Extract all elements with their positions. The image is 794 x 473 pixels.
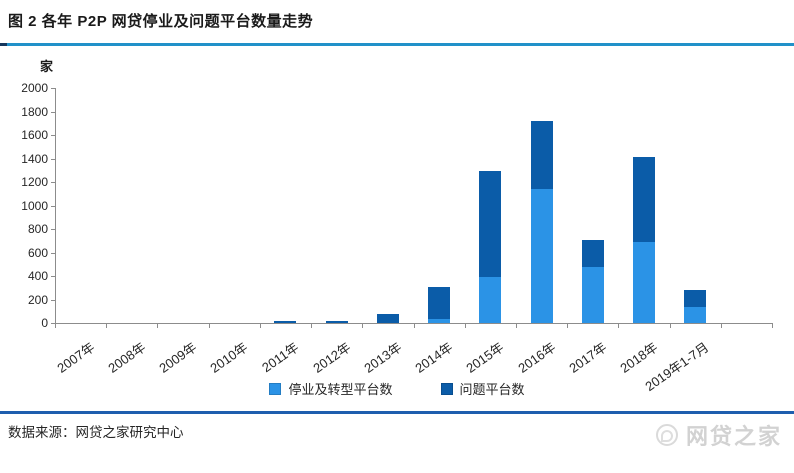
x-axis-tick — [618, 324, 620, 328]
bar-segment-closed-transformed — [684, 306, 707, 323]
title-divider — [0, 43, 794, 46]
y-axis-tick-label: 400 — [27, 269, 48, 283]
y-axis-tick-label: 600 — [27, 245, 48, 260]
watermark: 网贷之家 — [655, 419, 782, 451]
bar-segment-problem — [376, 314, 399, 323]
legend-item-closed-transformed: 停业及转型平台数 — [269, 379, 393, 398]
y-axis-tick — [51, 182, 55, 183]
bar-segment-problem — [684, 290, 707, 307]
y-axis-tick — [51, 252, 55, 254]
watermark-text: 网贷之家 — [685, 424, 782, 449]
bar-segment-problem — [428, 287, 451, 320]
bar-segment-problem — [581, 239, 604, 267]
bar-segment-problem — [632, 157, 655, 242]
figure-title: 图 2 各年 P2P 网贷停业及问题平台数量走势 — [8, 13, 314, 30]
y-axis-tick — [51, 276, 55, 277]
legend-item-problem: 问题平台数 — [440, 379, 525, 398]
bar-segment-problem — [325, 320, 348, 323]
x-axis-tick — [720, 324, 722, 328]
x-axis-tick — [55, 324, 56, 328]
bar-segment-closed-transformed — [581, 266, 604, 323]
y-axis-tick — [51, 135, 55, 136]
x-axis-tick — [259, 324, 261, 328]
y-axis-tick — [51, 299, 55, 301]
y-axis-tick-label: 200 — [27, 292, 48, 307]
chart-legend: 停业及转型平台数 问题平台数 — [0, 379, 794, 398]
y-axis-tick — [51, 158, 55, 160]
legend-label-closed-transformed: 停业及转型平台数 — [288, 382, 393, 397]
y-axis-tick — [51, 111, 55, 113]
y-axis-tick — [51, 205, 55, 207]
x-axis-tick — [311, 324, 313, 328]
y-axis-tick-label: 1000 — [21, 198, 48, 213]
y-axis-unit-label: 家 — [40, 59, 54, 74]
bar-segment-closed-transformed — [530, 189, 553, 323]
x-axis-tick — [464, 324, 466, 328]
bar-segment-closed-transformed — [428, 319, 451, 323]
x-axis-tick — [362, 324, 364, 328]
y-axis-tick — [51, 323, 55, 324]
data-source-text: 数据来源：网贷之家研究中心 — [8, 425, 184, 440]
legend-swatch-closed-transformed — [269, 382, 282, 395]
y-axis-tick-label: 1400 — [21, 151, 48, 166]
y-axis-tick-label: 0 — [41, 316, 48, 330]
y-axis-tick-label: 800 — [27, 222, 48, 236]
y-axis-tick-label: 1200 — [21, 175, 48, 189]
legend-label-problem: 问题平台数 — [459, 382, 525, 397]
y-axis-tick-label: 1800 — [21, 104, 48, 119]
bar-segment-closed-transformed — [479, 277, 502, 323]
x-axis-tick — [413, 324, 415, 328]
bar-segment-problem — [274, 320, 297, 323]
x-axis-tick — [157, 324, 159, 328]
y-axis-tick-label: 1600 — [21, 128, 48, 142]
x-axis-tick — [515, 324, 517, 328]
x-axis-tick — [106, 324, 108, 328]
y-axis-tick — [51, 229, 55, 230]
x-axis-tick — [772, 324, 773, 328]
footer-divider — [0, 411, 794, 414]
bar-segment-closed-transformed — [632, 241, 655, 323]
legend-swatch-problem — [440, 382, 453, 395]
x-axis-tick — [669, 324, 671, 328]
wdzj-logo-icon — [655, 424, 678, 446]
x-axis-tick — [567, 324, 569, 328]
bar-segment-problem — [530, 120, 553, 190]
y-axis-line — [55, 88, 56, 324]
title-divider-accent — [0, 43, 7, 46]
bar-segment-problem — [479, 171, 502, 278]
x-axis-tick — [208, 324, 210, 328]
y-axis-tick — [51, 88, 55, 89]
x-axis-line — [55, 323, 773, 324]
y-axis-tick-label: 2000 — [21, 81, 48, 95]
